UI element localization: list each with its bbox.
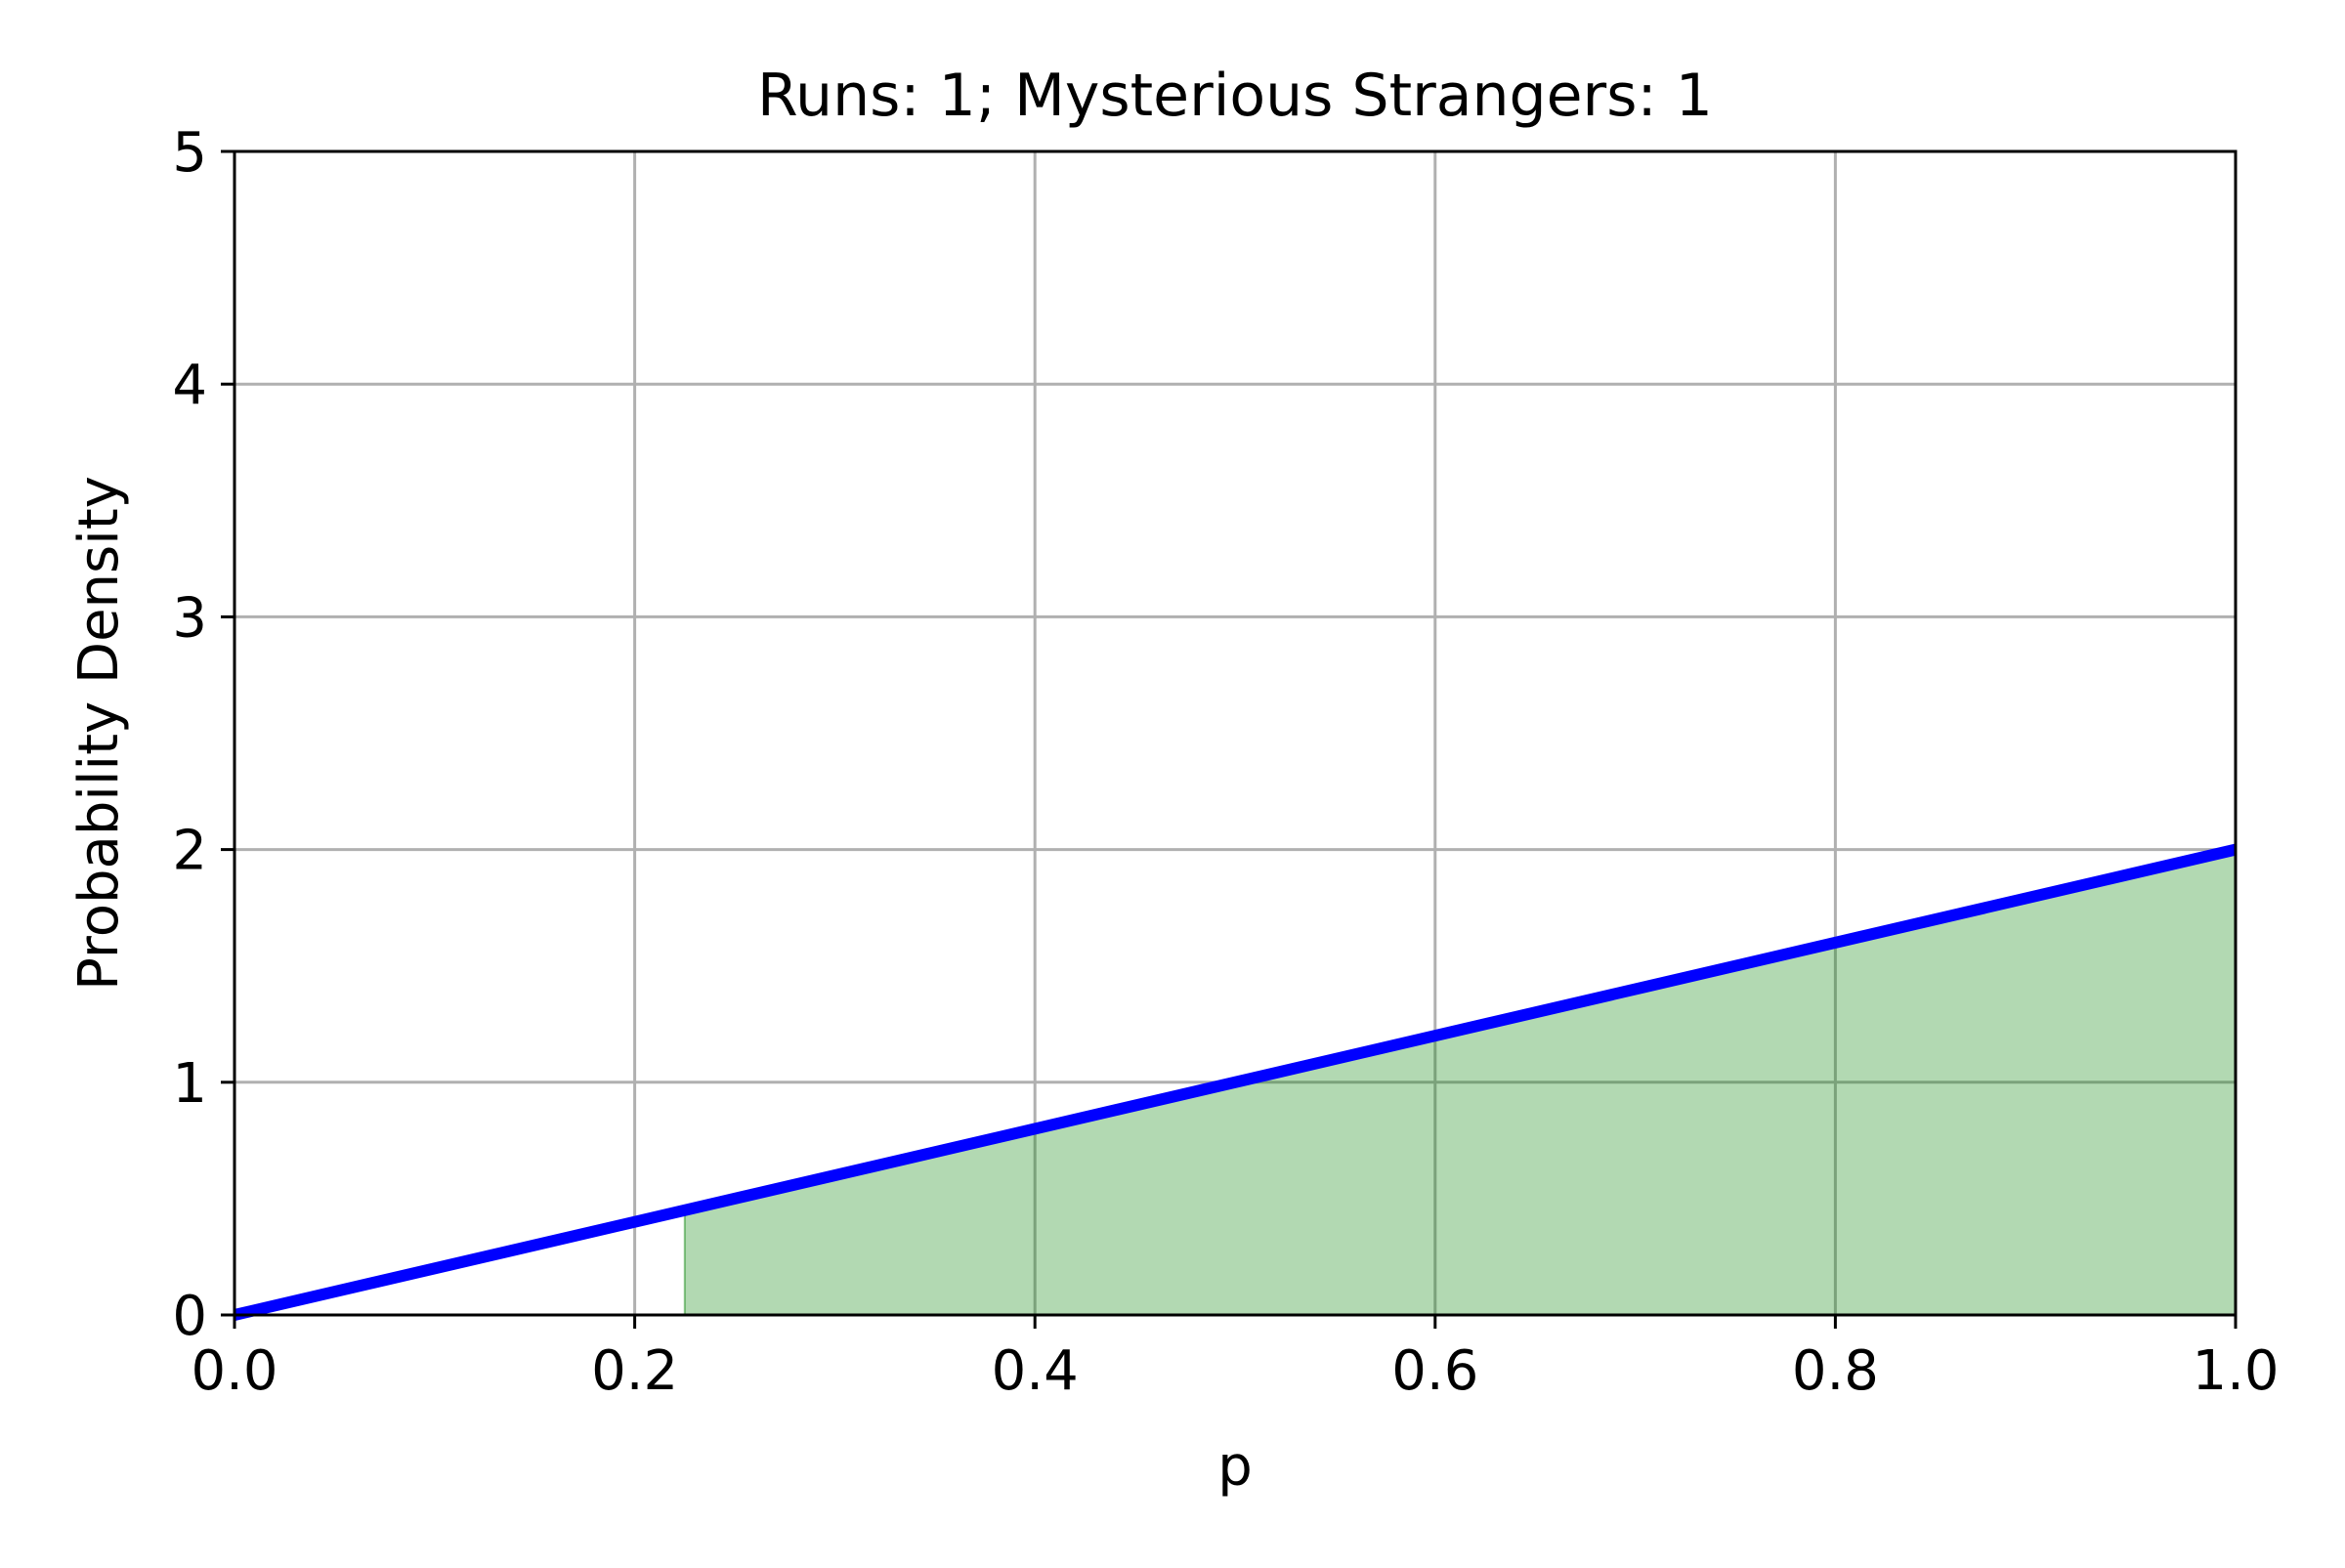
x-tick-label-4: 0.8 bbox=[1792, 1339, 1879, 1403]
y-tick-label-1: 1 bbox=[172, 1052, 207, 1116]
x-axis: 0.0 0.2 0.4 0.6 0.8 1.0 bbox=[191, 1315, 2280, 1403]
y-axis-label: Probability Density bbox=[67, 476, 131, 991]
x-tick-label-2: 0.4 bbox=[992, 1339, 1079, 1403]
x-tick-label-1: 0.2 bbox=[591, 1339, 678, 1403]
y-tick-label-5: 5 bbox=[172, 121, 207, 185]
x-tick-label-5: 1.0 bbox=[2192, 1339, 2279, 1403]
y-tick-label-2: 2 bbox=[172, 820, 207, 883]
x-axis-label: p bbox=[1217, 1435, 1253, 1499]
chart-title: Runs: 1; Mysterious Strangers: 1 bbox=[757, 62, 1713, 130]
density-line bbox=[233, 843, 2238, 1321]
y-axis: 0 1 2 3 4 5 bbox=[172, 121, 234, 1348]
x-tick-label-3: 0.6 bbox=[1391, 1339, 1478, 1403]
y-tick-label-3: 3 bbox=[172, 586, 207, 650]
plot-frame bbox=[233, 149, 2238, 1317]
y-tick-label-0: 0 bbox=[172, 1285, 207, 1348]
line-layer bbox=[233, 843, 2238, 1321]
x-tick-label-0: 0.0 bbox=[191, 1339, 277, 1403]
y-tick-label-4: 4 bbox=[172, 354, 207, 417]
